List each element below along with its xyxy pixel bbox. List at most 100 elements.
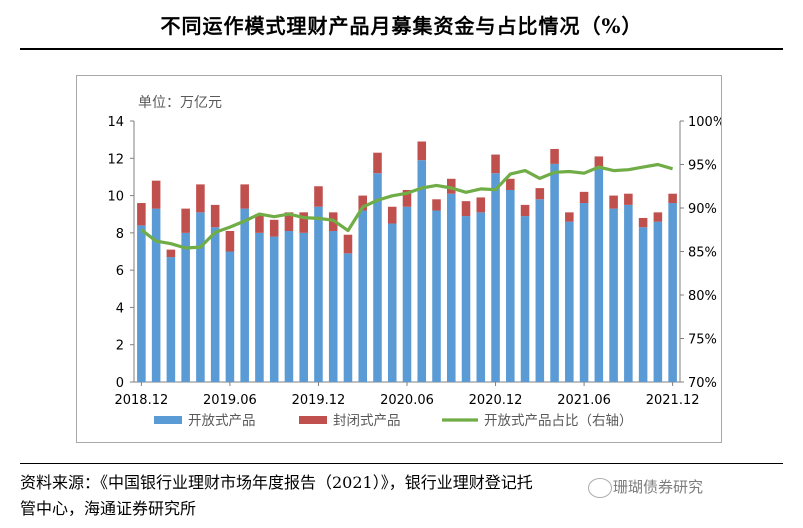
bar-open	[432, 210, 441, 382]
bar-open	[255, 232, 264, 382]
x-tick-label: 2021.12	[646, 393, 700, 408]
bar-open	[387, 223, 397, 382]
bar-closed	[535, 188, 545, 200]
bar-closed	[225, 230, 235, 252]
y2-tick-label: 90%	[688, 202, 717, 217]
y-tick-label: 0	[116, 376, 124, 391]
bar-closed	[668, 193, 677, 204]
bar-open	[210, 227, 220, 382]
bar-open	[520, 216, 530, 382]
bar-closed	[151, 180, 161, 209]
bar-open	[328, 230, 338, 382]
bar-open	[579, 203, 589, 382]
bar-open	[240, 208, 249, 382]
title-divider	[20, 48, 783, 50]
bar-open	[668, 203, 677, 382]
bar-closed	[240, 184, 249, 209]
bar-open	[137, 225, 146, 382]
bar-open	[402, 206, 412, 382]
source-divider	[20, 463, 783, 464]
y-tick-label: 12	[107, 152, 124, 167]
bar-open	[594, 167, 604, 382]
y2-tick-label: 80%	[688, 289, 717, 304]
bar-open	[653, 221, 663, 382]
stacked-bar-line-chart: 单位：万亿元 0 2 4 6 8 10 12 14 70% 75% 80% 85% 90% 95% 100% 2…	[107, 95, 721, 429]
bar-closed	[565, 212, 574, 222]
source-note: 资料来源：《中国银行业理财市场年度报告（2021）》，银行业理财登记托 管中心，…	[20, 470, 780, 522]
watermark: 珊瑚债券研究	[613, 478, 704, 496]
bar-closed	[210, 204, 220, 228]
legend-swatch	[299, 416, 327, 424]
x-tick-label: 2019.06	[203, 393, 257, 408]
y-tick-label: 2	[116, 339, 124, 354]
legend-swatch	[154, 416, 182, 424]
x-tick-label: 2021.06	[557, 393, 611, 408]
bar-open	[624, 204, 633, 382]
bar-closed	[506, 178, 515, 190]
y2-tick-label: 70%	[688, 376, 717, 391]
y-tick-label: 14	[107, 115, 124, 130]
bar-open	[550, 163, 559, 382]
bar-closed	[181, 208, 190, 233]
bar-closed	[550, 148, 559, 164]
bar-open	[196, 212, 205, 382]
bar-closed	[579, 191, 589, 204]
bar-closed	[653, 212, 663, 222]
bar-open	[461, 216, 471, 382]
bar-open	[166, 257, 176, 382]
bar-closed	[594, 156, 604, 168]
watermark-logo-icon	[588, 478, 612, 498]
bar-open	[417, 160, 427, 382]
bar-open	[358, 210, 368, 382]
bar-closed	[299, 212, 308, 233]
bar-open	[343, 253, 353, 382]
bar-closed	[196, 184, 205, 213]
y2-tick-label: 75%	[688, 333, 717, 348]
legend-label: 开放式产品	[188, 413, 256, 429]
bar-closed	[446, 178, 456, 194]
bar-open	[609, 208, 618, 382]
bar-open	[269, 236, 279, 382]
bar-open	[491, 173, 500, 382]
source-line-1: 资料来源：《中国银行业理财市场年度报告（2021）》，银行业理财登记托	[20, 473, 533, 492]
bar-open	[565, 221, 574, 382]
line-open-share	[140, 162, 674, 250]
bar-open	[373, 173, 382, 382]
bar-open	[535, 199, 545, 382]
y2-tick-label: 85%	[688, 246, 717, 261]
bar-closed	[476, 197, 486, 213]
y-tick-label: 4	[116, 301, 124, 316]
bar-closed	[491, 154, 500, 174]
x-tick-label: 2018.12	[114, 393, 168, 408]
bar-open	[506, 189, 515, 382]
bar-closed	[137, 203, 146, 226]
bar-open	[181, 232, 190, 382]
chart-frame: 单位：万亿元 0 2 4 6 8 10 12 14 70% 75% 80% 85% 90% 95% 100% 2…	[76, 75, 722, 443]
bar-open	[314, 206, 323, 382]
y-tick-label: 6	[116, 264, 124, 279]
bar-closed	[373, 152, 382, 174]
bar-closed	[461, 201, 471, 217]
legend-label: 开放式产品占比（右轴）	[484, 413, 633, 429]
bar-open	[151, 208, 161, 382]
x-tick-label: 2019.12	[292, 393, 346, 408]
bar-open	[638, 227, 648, 382]
bar-closed	[417, 141, 427, 161]
bar-closed	[166, 249, 176, 258]
y-tick-label: 8	[116, 227, 124, 242]
bar-closed	[343, 234, 353, 254]
bar-closed	[520, 204, 530, 217]
bar-closed	[638, 217, 648, 228]
legend-label: 封闭式产品	[333, 413, 401, 429]
bar-closed	[432, 199, 441, 211]
y2-tick-label: 100%	[688, 115, 721, 130]
bar-closed	[358, 195, 368, 211]
y2-tick-label: 95%	[688, 159, 717, 174]
bar-closed	[387, 206, 397, 224]
bar-closed	[609, 195, 618, 209]
bar-open	[476, 212, 486, 382]
bar-closed	[402, 189, 412, 207]
bar-closed	[255, 214, 264, 233]
bar-open	[284, 230, 294, 382]
bar-open	[446, 193, 456, 382]
